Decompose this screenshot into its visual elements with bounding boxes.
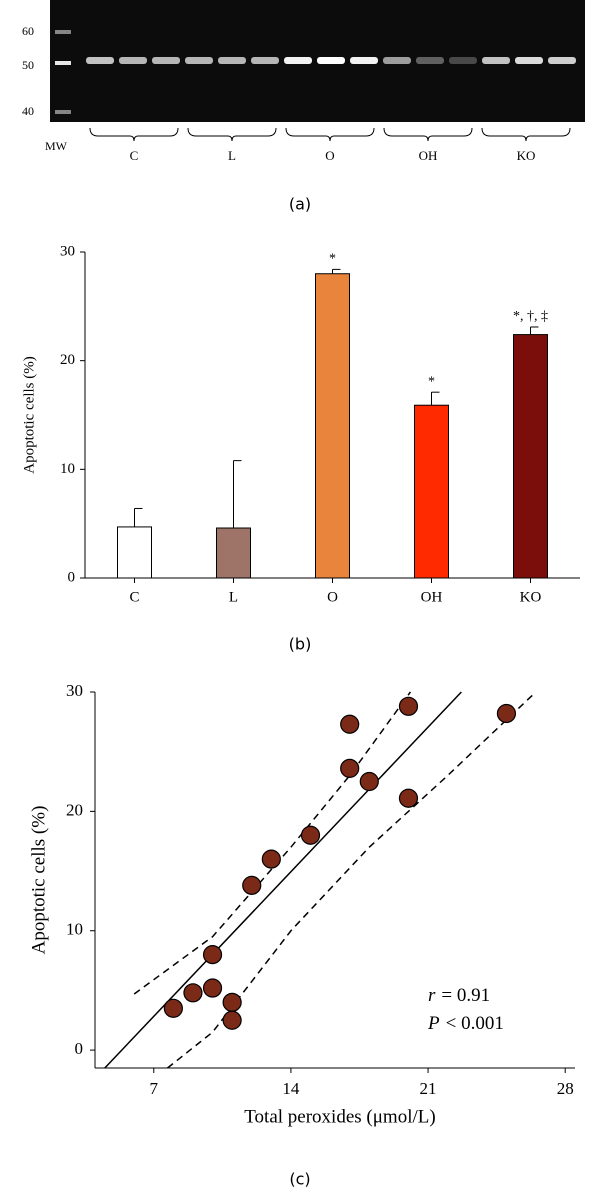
gel-band bbox=[383, 57, 411, 64]
gel-band bbox=[317, 57, 345, 64]
point bbox=[242, 875, 262, 895]
mw-marker: 60 bbox=[22, 24, 34, 38]
gel-band bbox=[152, 57, 180, 64]
point bbox=[340, 758, 360, 778]
mw-marker: 50 bbox=[22, 58, 34, 72]
point bbox=[398, 696, 419, 716]
x-tick-label: 28 bbox=[557, 1079, 574, 1098]
bar bbox=[315, 273, 350, 579]
y-tick-label: 20 bbox=[66, 800, 83, 819]
bar bbox=[513, 334, 548, 579]
y-tick-label: 0 bbox=[75, 1039, 84, 1058]
point bbox=[202, 978, 223, 998]
gel-band bbox=[119, 57, 147, 64]
point bbox=[496, 703, 517, 724]
bracket bbox=[89, 127, 179, 142]
point bbox=[300, 825, 321, 845]
x-tick-label: L bbox=[229, 589, 238, 605]
stat: r = 0.91 bbox=[428, 985, 490, 1006]
x-tick-label: 14 bbox=[282, 1079, 300, 1098]
stat-symbol: P bbox=[427, 1013, 440, 1034]
annotation: *, †, ‡ bbox=[513, 309, 548, 324]
point bbox=[163, 998, 183, 1018]
point bbox=[222, 992, 242, 1012]
stat-text: = 0.91 bbox=[441, 985, 490, 1006]
bar bbox=[414, 404, 449, 579]
gel-band bbox=[251, 57, 279, 64]
bracket bbox=[383, 127, 473, 142]
mw-label: MW bbox=[45, 139, 68, 153]
x-tick-label: OH bbox=[421, 589, 443, 605]
point bbox=[340, 714, 360, 734]
bracket bbox=[285, 127, 375, 142]
group-label: OH bbox=[419, 148, 438, 163]
caption: (b) bbox=[289, 635, 312, 654]
gel-band bbox=[218, 57, 246, 64]
y-tick-label: 30 bbox=[60, 243, 75, 259]
group-label: O bbox=[325, 148, 334, 163]
stat: P < 0.001 bbox=[427, 1013, 504, 1034]
bar bbox=[117, 526, 152, 579]
fit-line bbox=[104, 691, 462, 1069]
point bbox=[359, 771, 379, 792]
bar bbox=[216, 527, 251, 579]
x-axis-label: Total peroxides (μmol/L) bbox=[244, 1106, 435, 1127]
gel-band bbox=[515, 57, 543, 64]
gel-band bbox=[284, 57, 312, 64]
caption: (c) bbox=[289, 1170, 310, 1189]
y-tick-label: 0 bbox=[68, 569, 76, 585]
ladder-band bbox=[55, 110, 71, 114]
confidence-band bbox=[167, 691, 537, 1069]
gel-band bbox=[185, 57, 213, 64]
x-tick-label: KO bbox=[520, 589, 542, 605]
group-label: KO bbox=[517, 148, 536, 163]
mw-marker: 40 bbox=[22, 104, 34, 118]
x-tick-label: O bbox=[327, 589, 338, 605]
gel-band bbox=[449, 57, 477, 64]
confidence-band bbox=[133, 691, 412, 995]
x-tick-label: 21 bbox=[420, 1079, 437, 1098]
ladder-band bbox=[55, 30, 71, 34]
point bbox=[222, 1010, 242, 1030]
bracket bbox=[481, 127, 571, 142]
x-tick-label: 7 bbox=[150, 1079, 159, 1098]
y-tick-label: 10 bbox=[60, 461, 75, 477]
group-label: L bbox=[228, 148, 236, 163]
bracket bbox=[187, 127, 277, 142]
annotation: * bbox=[329, 252, 336, 267]
y-axis-label: Apoptotic cells (%) bbox=[28, 806, 49, 955]
y-axis-label: Apoptotic cells (%) bbox=[21, 356, 37, 473]
gel-band bbox=[350, 57, 378, 64]
x-tick-label: C bbox=[129, 589, 139, 605]
caption: (a) bbox=[289, 195, 311, 214]
group-label: C bbox=[130, 148, 139, 163]
gel-band bbox=[416, 57, 444, 64]
point bbox=[398, 788, 419, 808]
point bbox=[183, 983, 203, 1003]
stat-symbol: r bbox=[428, 985, 436, 1006]
gel-band bbox=[482, 57, 510, 64]
stat-text: < 0.001 bbox=[446, 1013, 504, 1034]
gel-band bbox=[86, 57, 114, 64]
y-tick-label: 10 bbox=[66, 920, 83, 939]
annotation: * bbox=[428, 374, 435, 389]
y-tick-label: 20 bbox=[60, 352, 75, 368]
y-tick-label: 30 bbox=[66, 681, 83, 700]
ladder-band bbox=[55, 61, 71, 65]
gel-band bbox=[548, 57, 576, 64]
point bbox=[261, 849, 281, 869]
point bbox=[202, 945, 223, 965]
